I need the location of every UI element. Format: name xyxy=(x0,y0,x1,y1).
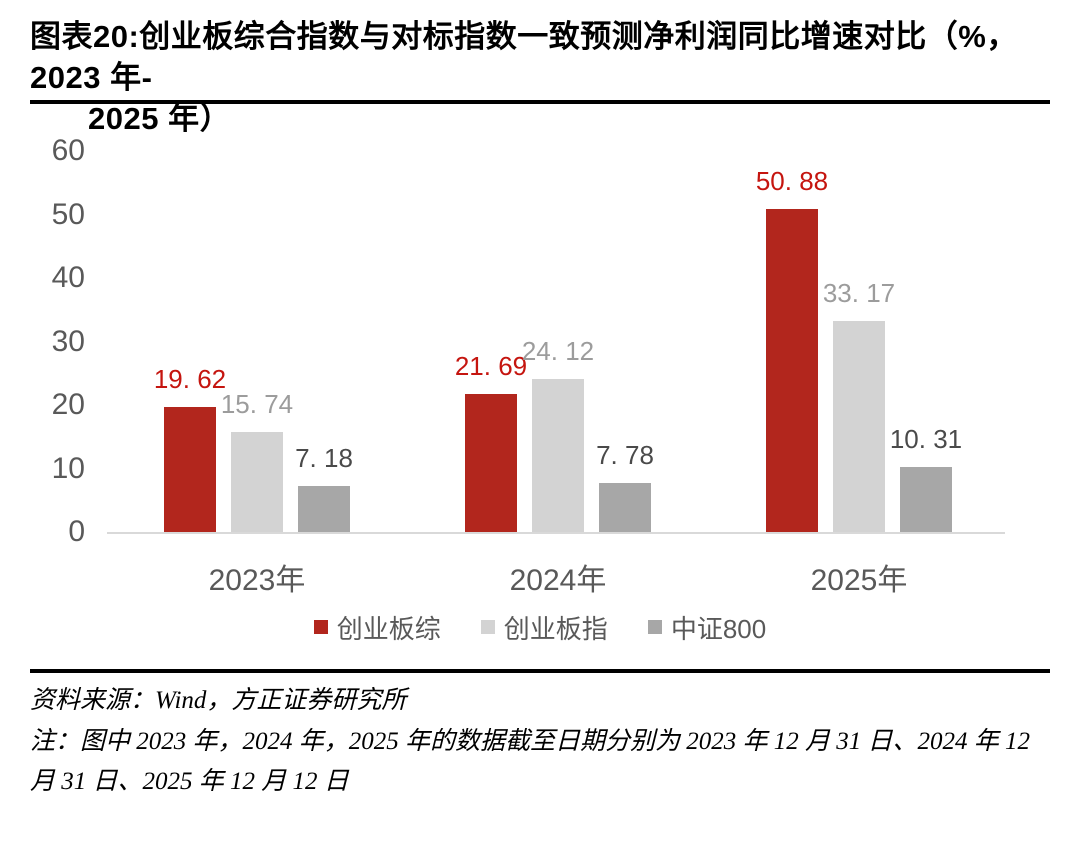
value-label: 24. 12 xyxy=(521,335,595,366)
data-source-note: 资料来源：Wind，方正证券研究所 xyxy=(30,687,407,714)
bar-chart: 0 10 20 30 40 50 60 19. 62 15. 74 7. 18 2023年 21. 6… xyxy=(0,118,1080,598)
legend-item-series1: 创业板综 xyxy=(313,609,441,646)
chart-legend: 创业板综 创业板指 中证800 xyxy=(0,610,1080,644)
legend-item-series2: 创业板指 xyxy=(480,609,608,646)
x-axis-category-label: 2024年 xyxy=(509,564,607,597)
y-axis-tick-label: 10 xyxy=(51,451,85,485)
chart-title: 图表20:创业板综合指数与对标指数一致预测净利润同比增速对比（%，2023 年-… xyxy=(30,16,1060,139)
title-divider xyxy=(30,100,1050,104)
y-axis-tick-label: 40 xyxy=(51,261,85,294)
legend-swatch-icon xyxy=(480,620,495,634)
bar-series2-group1 xyxy=(231,432,283,532)
y-axis-tick-label: 0 xyxy=(68,515,85,548)
x-axis-category-label: 2023年 xyxy=(208,564,306,597)
bar-series1-group3 xyxy=(766,208,818,532)
footer-divider xyxy=(30,669,1050,673)
legend-swatch-icon xyxy=(313,620,328,634)
bar-series1-group2 xyxy=(465,394,517,532)
y-axis-tick-label: 20 xyxy=(51,388,85,421)
value-label: 15. 74 xyxy=(220,389,294,420)
value-label: 7. 78 xyxy=(596,439,654,470)
bar-series2-group2 xyxy=(532,378,584,532)
value-label: 10. 31 xyxy=(889,423,963,454)
legend-label: 中证800 xyxy=(670,613,767,644)
value-label: 19. 62 xyxy=(153,364,227,395)
bar-series2-group3 xyxy=(833,321,885,532)
bar-series3-group2 xyxy=(599,482,651,532)
legend-swatch-icon xyxy=(647,620,662,634)
legend-label: 创业板指 xyxy=(503,613,608,644)
value-label: 21. 69 xyxy=(454,351,528,382)
chart-title-line2: 2025 年） xyxy=(88,101,232,136)
footnote: 注：图中 2023 年，2024 年，2025 年的数据截至日期分别为 2023… xyxy=(30,728,1031,795)
x-axis-line xyxy=(107,532,1005,534)
value-label: 50. 88 xyxy=(755,165,829,196)
y-axis-tick-label: 50 xyxy=(51,197,85,231)
chart-title-line1: 图表20:创业板综合指数与对标指数一致预测净利润同比增速对比（%，2023 年- xyxy=(30,19,1018,95)
legend-label: 创业板综 xyxy=(336,613,441,644)
x-axis-category-label: 2025年 xyxy=(810,564,908,597)
legend-item-series3: 中证800 xyxy=(647,609,767,646)
bar-series3-group3 xyxy=(900,466,952,532)
y-axis-tick-label: 30 xyxy=(51,324,85,358)
bar-series3-group1 xyxy=(298,486,350,532)
value-label: 33. 17 xyxy=(822,278,896,309)
bar-series1-group1 xyxy=(164,407,216,532)
value-label: 7. 18 xyxy=(295,443,353,474)
y-axis-tick-label: 60 xyxy=(51,134,85,167)
